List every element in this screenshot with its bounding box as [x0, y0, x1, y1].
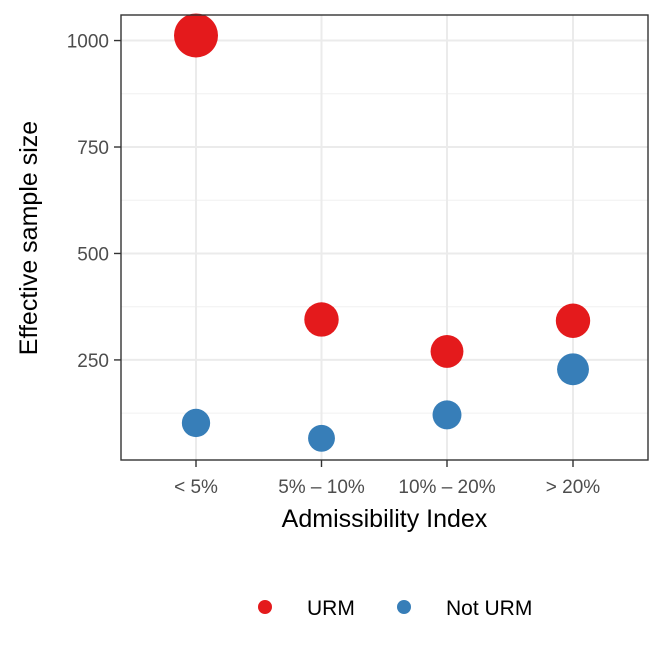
legend-label-not-urm: Not URM: [446, 597, 532, 620]
data-point-urm: [555, 303, 591, 338]
data-point-urm: [304, 302, 339, 337]
y-tick-label: 250: [77, 351, 109, 372]
y-tick-label: 500: [77, 244, 109, 265]
x-axis-title: Admissibility Index: [282, 505, 488, 533]
y-tick-label: 1000: [67, 32, 109, 53]
data-point-urm: [430, 334, 464, 368]
panel-border: [120, 14, 649, 461]
x-tick-label: 5% – 10%: [278, 477, 365, 498]
legend: URM Not URM: [258, 597, 532, 620]
data-point-not-urm: [557, 353, 589, 386]
x-tick-label: < 5%: [174, 477, 218, 498]
data-point-not-urm: [308, 424, 335, 452]
grid-layer: [121, 15, 648, 460]
y-tick-label: 750: [77, 138, 109, 159]
points-layer: [174, 13, 591, 452]
x-tick-label: 10% – 20%: [398, 477, 495, 498]
data-point-urm: [174, 13, 218, 58]
y-axis-title: Effective sample size: [15, 121, 43, 355]
x-tick-label: > 20%: [546, 477, 601, 498]
legend-label-urm: URM: [307, 597, 355, 620]
ticks-layer: 250 500 750 1000 < 5% 5% – 10% 10% – 20% > 20%: [67, 32, 601, 498]
legend-key-not-urm: [397, 600, 411, 614]
data-point-not-urm: [432, 400, 462, 430]
legend-key-urm: [258, 600, 272, 614]
data-point-not-urm: [181, 408, 211, 438]
